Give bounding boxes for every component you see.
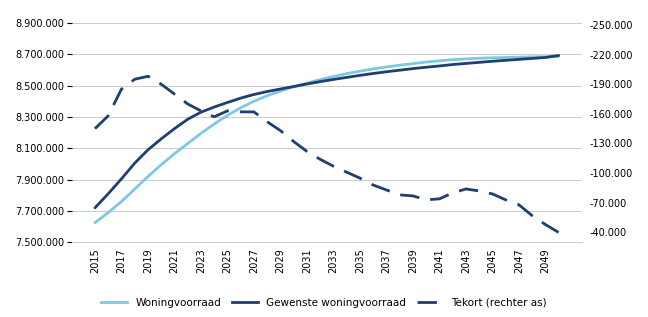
Legend: Woningvoorraad, Gewenste woningvoorraad, Tekort (rechter as): Woningvoorraad, Gewenste woningvoorraad,… bbox=[97, 294, 551, 312]
